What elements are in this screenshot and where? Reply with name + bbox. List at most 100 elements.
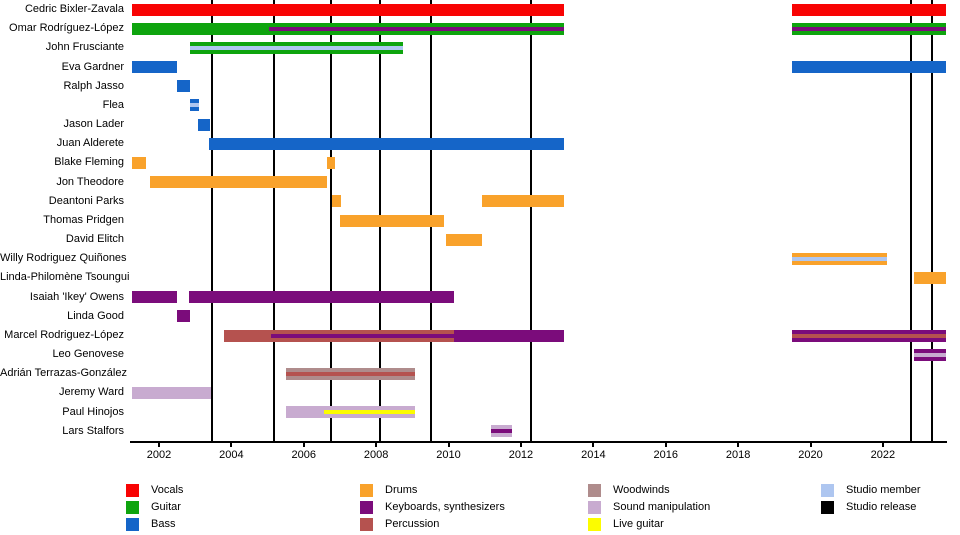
legend-swatch-sound_manipulation: [588, 501, 601, 515]
legend-label: Bass: [151, 518, 176, 531]
member-label: Linda Good: [67, 309, 124, 322]
axis-tick-label: 2012: [508, 449, 534, 461]
timeline-bar: [131, 22, 565, 35]
timeline-bar: [131, 61, 178, 74]
member-label: David Elitch: [65, 233, 124, 246]
bar-stripe: [269, 26, 565, 31]
legend-item-woodwinds: Woodwinds: [588, 484, 670, 498]
bar-stripe: [913, 352, 947, 357]
legend-swatch-live_guitar: [588, 518, 601, 532]
timeline-bar: [177, 310, 191, 323]
member-label: Lars Stalfors: [62, 424, 124, 437]
bar-stripe: [189, 45, 404, 50]
axis-tick: [157, 443, 160, 447]
member-label: Leo Genovese: [52, 348, 124, 361]
studio-release-line: [529, 0, 532, 441]
axis-tick: [809, 443, 812, 447]
x-axis: [130, 441, 947, 443]
timeline-bar: [197, 118, 210, 131]
axis-tick: [881, 443, 884, 447]
timeline-bar: [285, 406, 415, 419]
timeline-bar: [482, 195, 565, 208]
timeline-bar: [792, 329, 947, 342]
bar-stripe: [490, 429, 512, 434]
axis-tick-label: 2022: [870, 449, 896, 461]
legend-label: Studio member: [846, 484, 921, 497]
member-label: Willy Rodriguez Quiñones: [0, 252, 127, 265]
timeline-bar: [131, 291, 178, 304]
timeline-bar: [131, 156, 147, 169]
member-label: Deantoni Parks: [48, 194, 124, 207]
member-label: John Frusciante: [45, 41, 124, 54]
timeline-bar: [149, 176, 327, 189]
timeline-bar: [792, 3, 947, 16]
studio-release-line: [329, 0, 333, 441]
legend-label: Guitar: [151, 501, 181, 514]
studio-release-line: [210, 0, 214, 441]
axis-tick: [664, 443, 667, 447]
member-label: Isaiah 'Ikey' Owens: [29, 290, 124, 303]
timeline-bar: [339, 214, 445, 227]
timeline-bar: [131, 3, 565, 16]
timeline-bar: [913, 348, 947, 361]
legend-swatch-studio_member: [821, 484, 834, 498]
legend-item-sound_manipulation: Sound manipulation: [588, 501, 710, 515]
timeline-bar: [331, 195, 342, 208]
bar-stripe: [792, 26, 947, 31]
studio-release-line: [930, 0, 933, 441]
bar-stripe: [285, 371, 415, 376]
axis-tick: [737, 443, 740, 447]
axis-tick-label: 2016: [653, 449, 678, 461]
member-label: Juan Alderete: [56, 137, 124, 150]
axis-tick-label: 2010: [436, 449, 461, 461]
member-label: Omar Rodríguez-López: [9, 22, 124, 35]
legend-label: Percussion: [385, 518, 440, 531]
member-label: Cedric Bixler-Zavala: [24, 3, 124, 15]
bar-stripe: [792, 256, 887, 261]
axis-tick: [592, 443, 595, 447]
member-label: Ralph Jasso: [63, 79, 124, 92]
legend-item-bass: Bass: [126, 518, 175, 532]
bar-stripe: [271, 333, 454, 338]
legend-label: Studio release: [846, 501, 917, 514]
legend-swatch-woodwinds: [588, 484, 601, 498]
member-label: Adrián Terrazas-González: [0, 367, 127, 380]
axis-tick: [447, 443, 450, 447]
axis-tick-label: 2002: [146, 449, 172, 461]
timeline-bar: [913, 272, 947, 285]
axis-tick: [302, 443, 305, 447]
axis-tick: [375, 443, 378, 447]
axis-tick-label: 2006: [291, 449, 316, 461]
bar-stripe: [792, 333, 947, 338]
axis-tick: [230, 443, 233, 447]
legend-item-keyboards: Keyboards, synthesizers: [360, 501, 505, 515]
bar-stripe: [189, 103, 199, 108]
legend-swatch-keyboards: [360, 501, 373, 515]
timeline-bar: [285, 367, 415, 380]
member-label: Eva Gardner: [61, 60, 124, 73]
legend-label: Drums: [385, 484, 418, 497]
member-label: Blake Fleming: [54, 156, 124, 169]
timeline-bar: [188, 291, 454, 304]
timeline-bar: [453, 329, 565, 342]
legend-label: Vocals: [151, 484, 184, 497]
member-label: Jon Theodore: [56, 175, 124, 188]
timeline-bar: [446, 233, 483, 246]
legend-swatch-drums: [360, 484, 373, 498]
timeline-bar: [131, 387, 212, 400]
axis-tick-label: 2008: [363, 449, 389, 461]
legend-item-drums: Drums: [360, 484, 417, 498]
member-label: Paul Hinojos: [62, 405, 124, 418]
axis-tick: [519, 443, 522, 447]
member-label: Jason Lader: [63, 118, 124, 131]
legend-swatch-percussion: [360, 518, 373, 532]
bar-stripe: [323, 410, 415, 415]
timeline-bar: [189, 99, 199, 112]
legend-item-percussion: Percussion: [360, 518, 439, 532]
legend-swatch-vocals: [126, 484, 139, 498]
timeline-bar: [189, 41, 404, 54]
legend-label: Live guitar: [613, 518, 664, 531]
legend-item-guitar: Guitar: [126, 501, 181, 515]
legend-item-live_guitar: Live guitar: [588, 518, 664, 532]
